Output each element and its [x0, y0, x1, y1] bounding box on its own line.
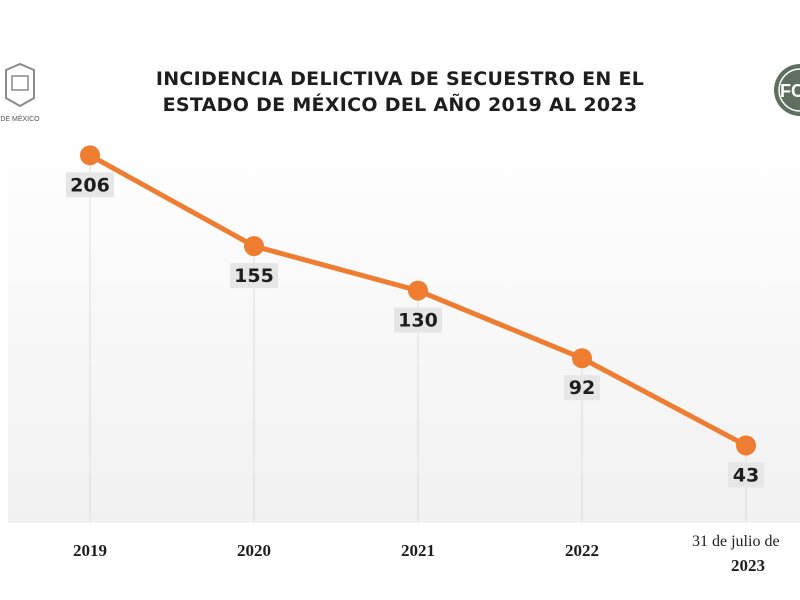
data-label-bg	[564, 375, 600, 401]
data-point	[80, 145, 100, 166]
data-label-bg	[230, 263, 278, 289]
data-label: 92	[569, 377, 595, 399]
chart-title-line-1: INCIDENCIA DELICTIVA DE SECUESTRO EN EL	[155, 68, 645, 90]
data-label-bg	[66, 172, 114, 198]
state-logo-text: DE MÉXICO	[0, 114, 40, 123]
x-tick-label: 2021	[401, 541, 435, 560]
data-label: 155	[234, 265, 274, 287]
data-label-bg	[728, 462, 764, 488]
x-tick-label: 2023	[731, 556, 765, 575]
data-label: 206	[70, 174, 110, 196]
data-point	[736, 435, 756, 456]
data-point	[572, 348, 592, 369]
data-point	[244, 236, 264, 257]
x-tick-note: 31 de julio de	[692, 533, 780, 550]
data-point	[408, 280, 428, 301]
state-logo: DE MÉXICO	[0, 58, 44, 128]
x-tick-label: 2020	[237, 541, 271, 560]
agency-logo: FC	[768, 62, 800, 118]
x-tick-label: 2019	[73, 541, 107, 560]
data-label-bg	[394, 307, 442, 333]
agency-logo-text: FC	[780, 81, 800, 101]
data-label: 130	[398, 310, 438, 332]
chart-title-line-2: ESTADO DE MÉXICO DEL AÑO 2019 AL 2023	[162, 94, 638, 116]
x-tick-label: 2022	[565, 541, 599, 560]
data-label: 43	[733, 464, 759, 486]
chart-title: INCIDENCIA DELICTIVA DE SECUESTRO EN EL …	[110, 66, 690, 118]
